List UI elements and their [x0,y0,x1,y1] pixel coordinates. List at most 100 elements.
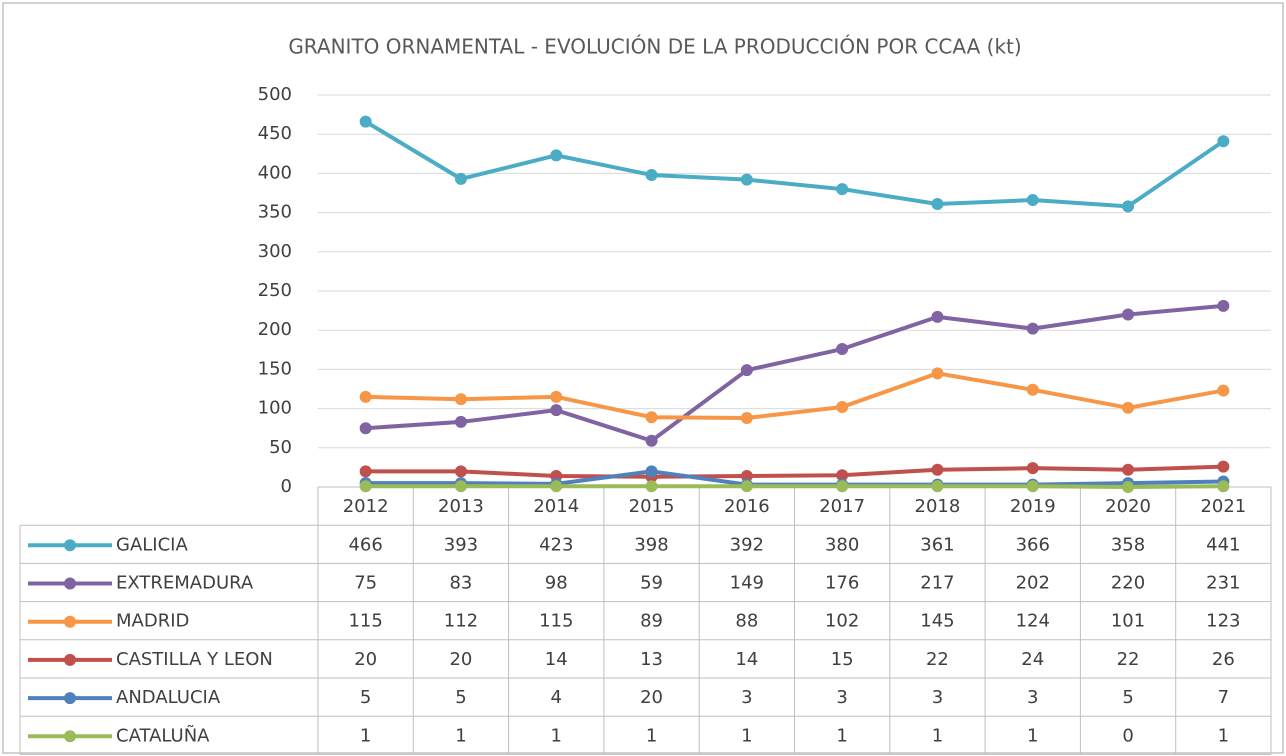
table-value: 220 [1111,573,1145,594]
data-point [1217,299,1230,312]
data-point [359,465,372,478]
table-value: 1 [360,725,371,746]
table-value: 4 [551,687,562,708]
y-tick-label: 500 [258,84,292,105]
data-point [836,480,849,493]
data-point [931,367,944,380]
table-value: 423 [539,534,573,555]
data-point [740,470,753,483]
data-point [836,183,849,196]
series-line [365,371,1224,421]
legend-label: EXTREMADURA [116,573,254,594]
table-value: 366 [1016,534,1050,555]
data-point [1122,308,1135,321]
legend-label: CATALUÑA [116,724,210,746]
table-value: 1 [1218,725,1229,746]
legend-label: GALICIA [116,534,188,555]
data-point [550,390,563,403]
table-value: 83 [449,573,472,594]
table-value: 13 [640,649,663,670]
table-value: 14 [735,649,758,670]
table-value: 101 [1111,611,1145,632]
y-tick-label: 150 [258,358,292,379]
table-value: 98 [545,573,568,594]
table-value: 59 [640,573,663,594]
data-point [1122,401,1135,414]
table-value: 145 [920,611,954,632]
table-value: 393 [444,534,478,555]
table-value: 441 [1206,534,1240,555]
x-tick-label: 2014 [533,496,579,517]
table-value: 0 [1122,725,1133,746]
table-value: 358 [1111,534,1145,555]
table-value: 380 [825,534,859,555]
table-value: 1 [551,725,562,746]
data-point [454,172,467,185]
data-point [550,149,563,162]
legend-label: CASTILLA Y LEON [116,649,273,670]
series-line [365,303,1224,443]
legend-key-marker [64,539,76,552]
data-point [645,168,658,181]
data-point [1026,383,1039,396]
data-point [740,364,753,377]
x-tick-label: 2016 [724,496,770,517]
table-value: 115 [348,611,382,632]
table-value: 202 [1016,573,1050,594]
data-point [836,469,849,482]
legend-key-marker [64,692,76,705]
table-value: 5 [1122,687,1133,708]
data-point [645,434,658,447]
y-tick-label: 300 [258,241,292,262]
data-point [931,463,944,476]
data-point [1026,480,1039,493]
data-point [454,480,467,493]
legend-key-marker [64,577,76,590]
data-point [836,343,849,356]
x-tick-label: 2021 [1200,496,1246,517]
y-tick-label: 350 [258,202,292,223]
table-value: 20 [449,649,472,670]
table-value: 1 [455,725,466,746]
data-point [931,480,944,493]
table-value: 466 [348,534,382,555]
data-point [931,310,944,323]
table-value: 398 [634,534,668,555]
y-tick-label: 450 [258,123,292,144]
table-value: 22 [926,649,949,670]
data-point [1122,481,1135,493]
table-value: 392 [730,534,764,555]
data-point [740,480,753,493]
data-point [1122,463,1135,476]
table-value: 3 [836,687,847,708]
table-value: 112 [444,611,478,632]
y-tick-label: 400 [258,162,292,183]
data-point [1122,200,1135,213]
table-value: 20 [640,687,663,708]
data-point [740,173,753,186]
data-point [740,412,753,425]
data-point [645,411,658,424]
table-value: 3 [741,687,752,708]
x-tick-label: 2018 [915,496,961,517]
table-value: 14 [545,649,568,670]
data-point [645,465,658,478]
table-value: 124 [1016,611,1050,632]
x-tick-label: 2015 [629,496,675,517]
x-tick-label: 2013 [438,496,484,517]
table-value: 89 [640,611,663,632]
legend-key-marker [64,730,76,743]
data-point [1026,322,1039,335]
y-tick-label: 50 [269,437,292,458]
table-value: 3 [1027,687,1038,708]
data-point [454,393,467,406]
legend-label: MADRID [116,611,189,632]
data-point [359,422,372,435]
table-value: 1 [646,725,657,746]
y-tick-label: 100 [258,398,292,419]
data-point [1026,194,1039,207]
data-point [1217,384,1230,397]
table-value: 1 [1027,725,1038,746]
